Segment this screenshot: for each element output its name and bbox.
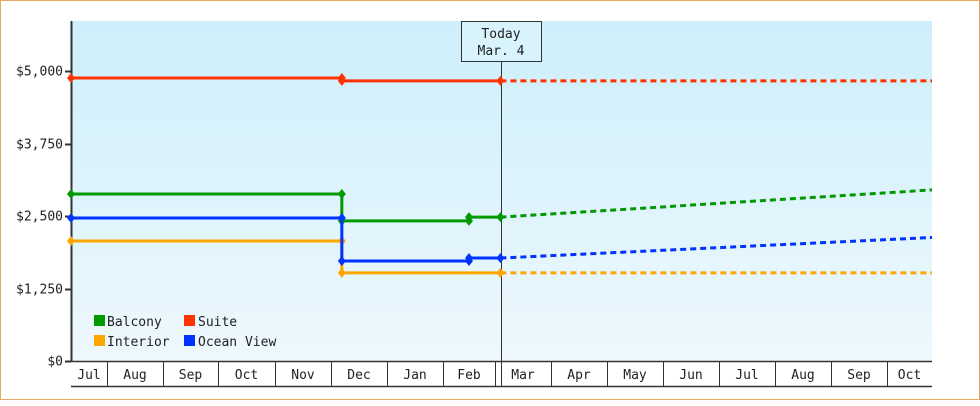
data-point-marker[interactable] [465, 212, 473, 223]
y-tick-label: $3,750 [16, 138, 63, 153]
series-ocean-view [67, 213, 933, 266]
series-lines [67, 72, 933, 278]
legend-item-suite[interactable]: Suite [184, 315, 237, 330]
data-point-marker[interactable] [67, 213, 75, 224]
svg-text:Ocean View: Ocean View [198, 335, 276, 350]
svg-text:Interior: Interior [107, 335, 170, 350]
today-label: Today [481, 27, 520, 42]
x-tick-label: May [623, 368, 647, 383]
x-tick-label: Jul [77, 368, 100, 383]
data-point-marker[interactable] [337, 213, 346, 224]
y-tick-label: $0 [47, 355, 63, 370]
data-point-marker[interactable] [465, 253, 473, 264]
data-point-marker[interactable] [337, 267, 346, 278]
y-tick-label: $1,250 [16, 283, 63, 298]
today-marker: Today Mar. 4 [461, 21, 542, 387]
svg-text:Balcony: Balcony [107, 315, 162, 330]
x-tick-label: Aug [791, 368, 814, 383]
data-point-marker[interactable] [67, 188, 75, 199]
x-tick-label: Sep [179, 368, 203, 383]
data-point-marker[interactable] [496, 75, 505, 86]
svg-text:Suite: Suite [198, 315, 237, 330]
data-point-marker[interactable] [496, 212, 505, 223]
x-tick-label: Feb [457, 368, 481, 383]
x-tick-label: Jan [403, 368, 426, 383]
data-point-marker[interactable] [337, 255, 346, 266]
series-balcony [67, 188, 933, 226]
today-date: Mar. 4 [478, 44, 525, 59]
data-point-marker[interactable] [67, 72, 75, 83]
data-point-marker[interactable] [496, 253, 505, 264]
x-tick-label: Jul [735, 368, 758, 383]
x-axis: Jul Aug Sep Oct Nov Dec Jan Feb Mar Apr May Jun Jul A… [71, 360, 932, 388]
legend-item-interior[interactable]: Interior [94, 335, 170, 350]
x-tick-label: Oct [898, 368, 921, 383]
x-tick-label: Nov [291, 368, 315, 383]
legend: Balcony Suite Interior Ocean View [94, 315, 276, 350]
data-point-marker[interactable] [337, 75, 346, 86]
x-tick-label: Mar [511, 368, 535, 383]
x-tick-label: Oct [235, 368, 258, 383]
data-point-marker[interactable] [67, 235, 75, 246]
x-tick-label: Aug [123, 368, 146, 383]
y-tick-label: $5,000 [16, 65, 63, 80]
legend-item-ocean-view[interactable]: Ocean View [184, 335, 276, 350]
x-tick-label: Dec [347, 368, 370, 383]
data-point-marker[interactable] [337, 188, 346, 199]
y-tick-label: $2,500 [16, 210, 63, 225]
y-axis: $0 $1,250 $2,500 $3,750 $5,000 [16, 21, 73, 370]
x-tick-label: Apr [567, 368, 591, 383]
legend-item-balcony[interactable]: Balcony [94, 315, 162, 330]
series-suite [67, 72, 932, 86]
x-tick-label: Sep [847, 368, 871, 383]
x-tick-label: Jun [679, 368, 702, 383]
data-point-marker[interactable] [496, 267, 505, 278]
